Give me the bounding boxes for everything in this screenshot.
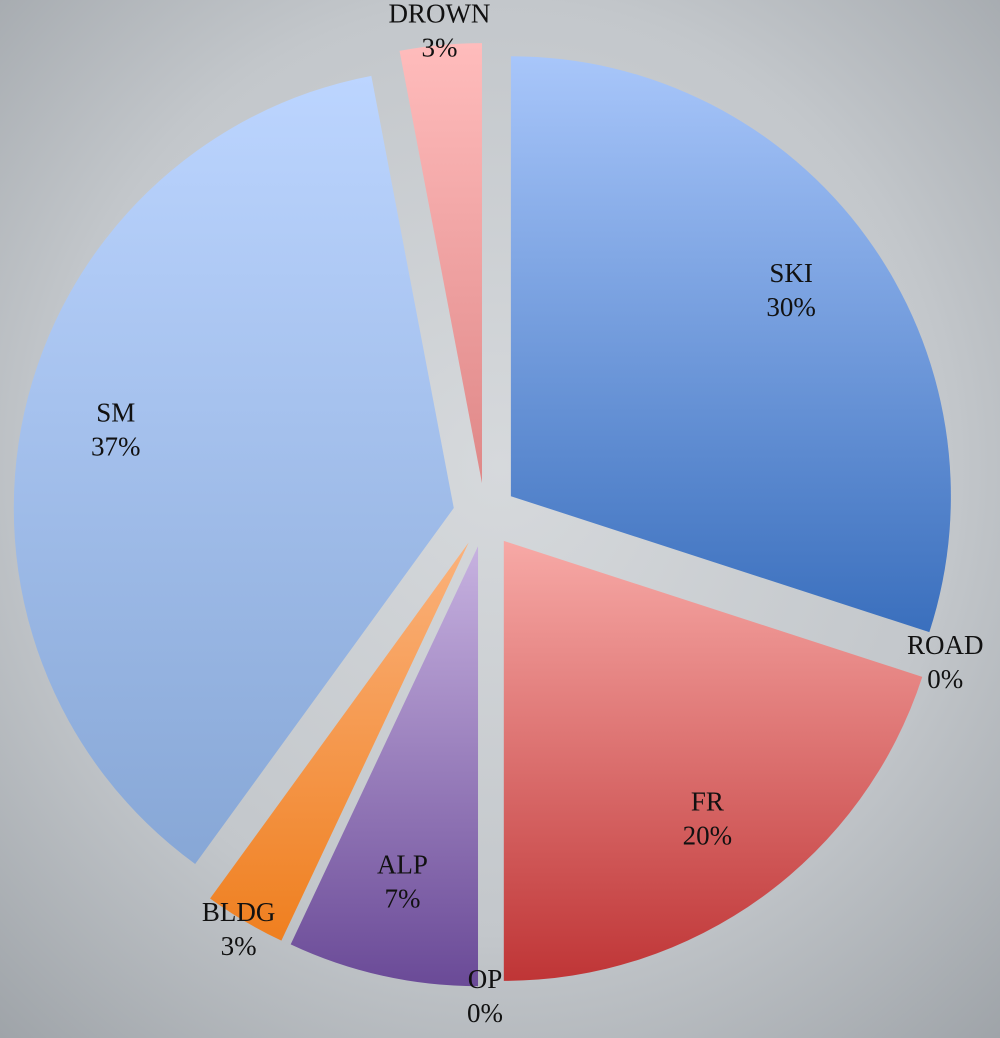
slice-value-label: 20%	[683, 820, 733, 850]
slice-category-label: FR	[691, 786, 724, 816]
slice-category-label: ALP	[377, 849, 428, 879]
slice-category-label: SKI	[769, 258, 813, 288]
chart: SKI 30% ROAD 0% FR 20% OP 0% ALP 7% BLDG 3% SM 37% DRO…	[0, 0, 1000, 1038]
page: SKI 30% ROAD 0% FR 20% OP 0% ALP 7% BLDG 3% SM 37% DRO…	[0, 0, 1000, 1038]
slice-category-label: ROAD	[907, 630, 984, 660]
slice-value-label: 37%	[91, 432, 141, 462]
slice-value-label: 3%	[421, 32, 457, 62]
slice-value-label: 3%	[221, 931, 257, 961]
slice-category-label: SM	[96, 398, 135, 428]
slice-value-label: 30%	[766, 292, 816, 322]
slice-category-label: OP	[468, 964, 503, 994]
slice-value-label: 7%	[384, 883, 420, 913]
slice-category-label: BLDG	[202, 897, 276, 927]
slice-category-label: DROWN	[388, 0, 490, 28]
slice-value-label: 0%	[467, 998, 503, 1028]
slice-value-label: 0%	[927, 664, 963, 694]
